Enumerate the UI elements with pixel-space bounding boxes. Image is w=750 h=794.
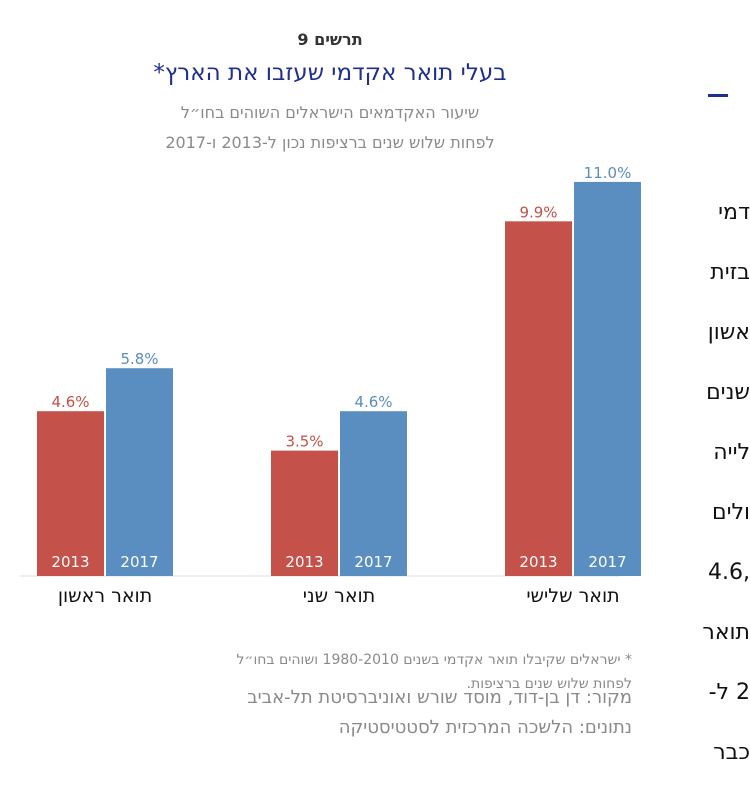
- series-year-label-2013-1: 2013: [285, 553, 323, 571]
- bar-chart: 4.6% 2013 5.8% 2017 תואר ראשון 3.5% 2013 4.6% 20…: [20, 164, 641, 607]
- footnote-line-2: לפחות שלוש שנים ברציפות.: [466, 676, 632, 692]
- figure-subtitle: שיעור האקדמאים הישראלים השוהים בחו״ל לפח…: [0, 98, 660, 158]
- series-year-label-2017-1: 2017: [354, 553, 392, 571]
- article-line: שנים: [706, 380, 750, 405]
- article-line: בזית: [710, 260, 750, 285]
- article-line: אשון: [707, 320, 750, 345]
- article-text-clipped: דמי בזית אשון שנים לייה ולים ,4.6 תואר 2…: [678, 190, 750, 790]
- article-line: כבר: [713, 740, 750, 765]
- bar-2017-0: [106, 368, 173, 576]
- category-label-1: תואר שני: [303, 585, 375, 607]
- article-line: 2 ל-: [708, 680, 750, 705]
- footnote: * ישראלים שקיבלו תואר אקדמי בשנים 1980-2…: [0, 648, 632, 696]
- data-label-2013-1: 3.5%: [285, 433, 323, 451]
- data-label-2017-1: 4.6%: [354, 393, 392, 411]
- data-label-2017-0: 5.8%: [120, 350, 158, 368]
- category-label-2: תואר שלישי: [526, 585, 619, 607]
- bar-2013-0: [37, 411, 104, 576]
- bar-2017-2: [574, 181, 641, 577]
- series-year-label-2013-0: 2013: [51, 553, 89, 571]
- series-year-label-2017-0: 2017: [120, 553, 158, 571]
- bar-2013-1: [271, 450, 338, 576]
- figure-title: בעלי תואר אקדמי שעזבו את הארץ*: [153, 60, 507, 86]
- source-line-1: מקור: דן בן-דוד, מוסד שורש ואוניברסיטת ת…: [247, 687, 632, 708]
- source-line-2: נתונים: הלשכה המרכזית לסטטיסטיקה: [338, 717, 632, 738]
- figure-number: תרשים 9: [297, 30, 363, 49]
- article-line: ולים: [711, 500, 750, 525]
- data-label-2017-2: 11.0%: [584, 164, 632, 182]
- bar-2013-2: [505, 221, 572, 576]
- heading-dash: [708, 94, 728, 97]
- series-year-label-2017-2: 2017: [588, 553, 626, 571]
- article-line: לייה: [713, 440, 750, 465]
- subtitle-line-2: לפחות שלוש שנים ברציפות נכון ל-2013 ו-20…: [165, 133, 495, 152]
- subtitle-line-1: שיעור האקדמאים הישראלים השוהים בחו״ל: [180, 103, 480, 122]
- article-line: תואר: [702, 620, 750, 645]
- data-label-2013-2: 9.9%: [519, 203, 557, 221]
- series-year-label-2013-2: 2013: [519, 553, 557, 571]
- footnote-line-1: * ישראלים שקיבלו תואר אקדמי בשנים 1980-2…: [236, 652, 632, 668]
- data-label-2013-0: 4.6%: [51, 393, 89, 411]
- article-line: דמי: [718, 200, 750, 225]
- source-note: מקור: דן בן-דוד, מוסד שורש ואוניברסיטת ת…: [0, 683, 632, 743]
- article-line: ,4.6: [708, 560, 750, 585]
- category-label-0: תואר ראשון: [58, 585, 152, 607]
- bar-2017-1: [340, 411, 407, 576]
